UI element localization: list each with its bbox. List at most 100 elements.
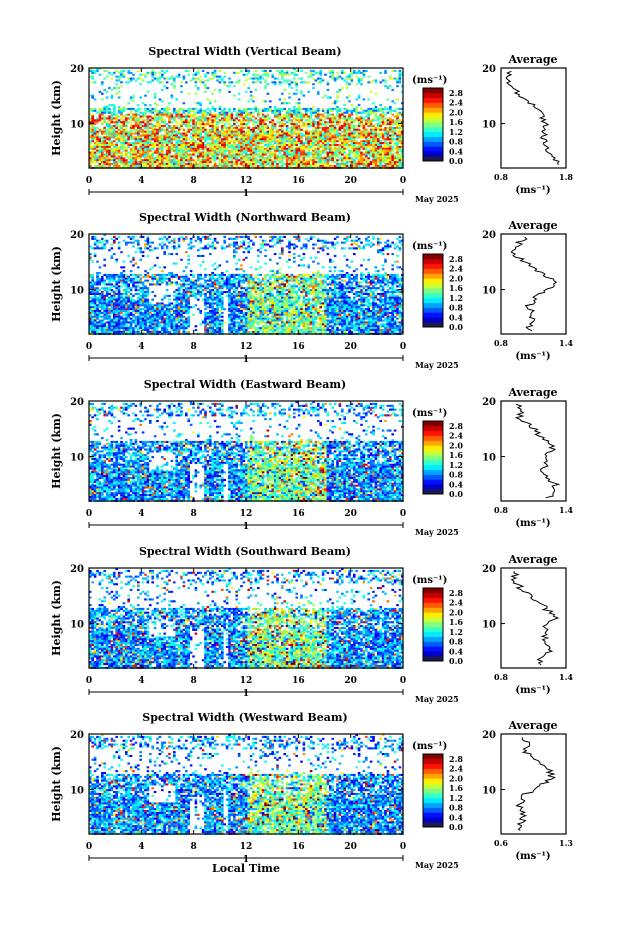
heatmap-cell <box>170 128 174 131</box>
heatmap-cell <box>201 128 205 131</box>
heatmap-cell <box>139 142 142 145</box>
heatmap-cell <box>384 123 387 126</box>
heatmap-cell <box>113 315 116 318</box>
heatmap-cell <box>245 125 248 128</box>
heatmap-cell <box>115 145 118 148</box>
heatmap-cell <box>101 281 104 284</box>
heatmap-cell <box>225 140 229 143</box>
heatmap-cell <box>153 159 157 162</box>
heatmap-cell <box>264 161 267 164</box>
heatmap-cell <box>221 145 224 148</box>
heatmap-cell <box>249 111 253 114</box>
heatmap-cell <box>314 161 318 164</box>
heatmap-cell <box>89 289 92 292</box>
heatmap-cell <box>264 144 267 147</box>
heatmap-cell <box>132 300 135 303</box>
heatmap-cell <box>122 69 126 72</box>
heatmap-cell <box>103 296 106 299</box>
heatmap-cell <box>163 155 166 158</box>
heatmap-cell <box>237 98 241 101</box>
heatmap-cell <box>175 109 178 112</box>
heatmap-cell <box>113 302 116 305</box>
heatmap-cell <box>307 151 310 154</box>
heatmap-cell <box>362 134 366 137</box>
heatmap-cell <box>158 134 162 137</box>
heatmap-cell <box>89 304 92 307</box>
heatmap-cell <box>117 310 121 313</box>
heatmap-cell <box>211 107 214 110</box>
heatmap-cell <box>331 159 334 162</box>
heatmap-cell <box>113 329 116 332</box>
heatmap-cell <box>401 125 404 128</box>
heatmap-cell <box>146 155 150 158</box>
heatmap-cell <box>153 161 157 164</box>
heatmap-cell <box>158 109 162 112</box>
heatmap-cell <box>257 125 260 128</box>
heatmap-cell <box>377 123 380 126</box>
heatmap-cell <box>151 125 154 128</box>
heatmap-cell <box>197 159 200 162</box>
heatmap-cell <box>233 144 236 147</box>
heatmap-cell <box>93 317 97 320</box>
heatmap-cell <box>365 151 368 154</box>
heatmap-cell <box>134 262 138 265</box>
heatmap-cell <box>197 71 200 74</box>
heatmap-cell <box>132 147 135 150</box>
heatmap-cell <box>137 323 140 326</box>
heatmap-cell <box>156 149 159 152</box>
heatmap-cell <box>101 330 104 333</box>
heatmap-cell <box>209 144 212 147</box>
heatmap-cell <box>182 161 186 164</box>
heatmap-cell <box>300 132 303 135</box>
heatmap-cell <box>353 153 356 156</box>
heatmap-cell <box>362 111 366 114</box>
heatmap-cell <box>105 298 109 301</box>
heatmap-cell <box>180 153 183 156</box>
heatmap-cell <box>333 138 337 141</box>
heatmap-cell <box>252 153 255 156</box>
heatmap-cell <box>240 161 243 164</box>
heatmap-cell <box>149 134 152 137</box>
heatmap-cell <box>158 155 162 158</box>
heatmap-cell <box>163 145 166 148</box>
heatmap-cell <box>158 75 162 78</box>
heatmap-cell <box>204 157 207 160</box>
heatmap-cell <box>333 130 337 133</box>
heatmap-cell <box>254 136 258 139</box>
heatmap-cell <box>173 138 176 141</box>
heatmap-cell <box>153 130 157 133</box>
heatmap-cell <box>379 149 382 152</box>
heatmap-cell <box>331 138 334 141</box>
heatmap-cell <box>209 119 212 122</box>
heatmap-cell <box>113 310 116 313</box>
heatmap-cell <box>146 90 150 93</box>
heatmap-cell <box>151 142 154 145</box>
heatmap-cell <box>257 164 260 167</box>
heatmap-cell <box>401 142 404 145</box>
heatmap-cell <box>113 164 116 167</box>
heatmap-cell <box>98 283 102 286</box>
heatmap-cell <box>161 126 164 129</box>
heatmap-cell <box>379 159 382 162</box>
heatmap-cell <box>132 115 135 118</box>
heatmap-cell <box>206 71 210 74</box>
heatmap-cell <box>283 136 286 139</box>
heatmap-cell <box>264 107 267 110</box>
heatmap-cell <box>134 121 138 124</box>
heatmap-cell <box>211 128 214 131</box>
heatmap-cell <box>89 258 92 261</box>
heatmap-cell <box>345 164 349 167</box>
heatmap-cell <box>295 73 298 76</box>
heatmap-cell <box>398 73 402 76</box>
heatmap-cell <box>129 149 133 152</box>
heatmap-cell <box>326 145 330 148</box>
heatmap-cell <box>120 273 123 276</box>
heatmap-cell <box>101 327 104 330</box>
heatmap-cell <box>194 107 198 110</box>
heatmap-cell <box>137 243 140 246</box>
heatmap-cell <box>302 117 306 120</box>
heatmap-cell <box>197 126 200 129</box>
heatmap-cell <box>108 281 111 284</box>
heatmap-cell <box>305 159 308 162</box>
heatmap-cell <box>115 317 118 320</box>
